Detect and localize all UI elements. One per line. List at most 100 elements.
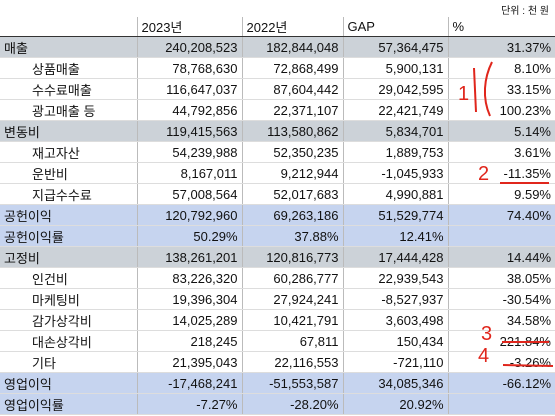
value-cell: 20.92%	[342, 393, 448, 415]
table-row: 변동비 119,415,563 113,580,862 5,834,701 5.14%	[0, 120, 555, 142]
value-cell: -11.35%	[447, 162, 555, 184]
table-row: 광고매출 등 44,792,856 22,371,107 22,421,749 100.…	[0, 99, 555, 121]
header-cell: %	[447, 17, 555, 37]
value-cell: 3,603,498	[342, 309, 448, 331]
table-row: 인건비 83,226,320 60,286,777 22,939,543 38.05%	[0, 267, 555, 289]
empty-cell	[447, 225, 555, 247]
table-row: 대손상각비 218,245 67,811 150,434 221.84%	[0, 330, 555, 352]
row-label: 변동비	[0, 120, 137, 142]
value-cell: 52,350,235	[241, 141, 343, 163]
value-cell: 182,844,048	[241, 36, 343, 58]
value-cell: -17,468,241	[136, 372, 242, 394]
table-row: 공헌이익률 50.29% 37.88% 12.41%	[0, 225, 555, 247]
value-cell: 38.05%	[447, 267, 555, 289]
pl-table: 2023년 2022년 GAP% 매출 240,208,523 182,844,048 5…	[0, 17, 555, 415]
value-cell: 14,025,289	[136, 309, 242, 331]
value-cell: -51,553,587	[241, 372, 343, 394]
value-cell: 12.41%	[342, 225, 448, 247]
value-cell: 72,868,499	[241, 57, 343, 79]
row-label: 매출	[0, 36, 137, 58]
value-cell: 10,421,791	[241, 309, 343, 331]
row-label: 광고매출 등	[0, 99, 137, 121]
table-row: 수수료매출 116,647,037 87,604,442 29,042,595 33.1…	[0, 78, 555, 100]
value-cell: -28.20%	[241, 393, 343, 415]
value-cell: 69,263,186	[241, 204, 343, 226]
unit-label: 단위 : 천 원	[501, 6, 549, 17]
value-cell: 52,017,683	[241, 183, 343, 205]
table-row: 기타 21,395,043 22,116,553 -721,110 -3.26%	[0, 351, 555, 373]
value-cell: 57,364,475	[342, 36, 448, 58]
value-cell: 100.23%	[447, 99, 555, 121]
value-cell: 4,990,881	[342, 183, 448, 205]
value-cell: 19,396,304	[136, 288, 242, 310]
value-cell: -8,527,937	[342, 288, 448, 310]
value-cell: 44,792,856	[136, 99, 242, 121]
header-cell	[0, 17, 137, 37]
value-cell: 83,226,320	[136, 267, 242, 289]
value-cell: 34,085,346	[342, 372, 448, 394]
value-cell: -3.26%	[447, 351, 555, 373]
header-cell: 2023년	[136, 17, 242, 37]
value-cell: 34.58%	[447, 309, 555, 331]
table-row: 고정비 138,261,201 120,816,773 17,444,428 14.44…	[0, 246, 555, 268]
empty-cell	[447, 393, 555, 415]
value-cell: 9.59%	[447, 183, 555, 205]
value-cell: 31.37%	[447, 36, 555, 58]
row-label: 지급수수료	[0, 183, 137, 205]
value-cell: 120,792,960	[136, 204, 242, 226]
value-cell: 50.29%	[136, 225, 242, 247]
value-cell: -721,110	[342, 351, 448, 373]
row-label: 감가상각비	[0, 309, 137, 331]
value-cell: 218,245	[136, 330, 242, 352]
table-row: 매출 240,208,523 182,844,048 57,364,475 31.37%	[0, 36, 555, 58]
value-cell: 5,900,131	[342, 57, 448, 79]
value-cell: 87,604,442	[241, 78, 343, 100]
row-label: 인건비	[0, 267, 137, 289]
value-cell: 78,768,630	[136, 57, 242, 79]
value-cell: -30.54%	[447, 288, 555, 310]
table-row: 감가상각비 14,025,289 10,421,791 3,603,498 34.58%	[0, 309, 555, 331]
row-label: 수수료매출	[0, 78, 137, 100]
row-label: 영업이익	[0, 372, 137, 394]
row-label: 기타	[0, 351, 137, 373]
value-cell: -7.27%	[136, 393, 242, 415]
header-cell: GAP	[342, 17, 448, 37]
value-cell: 21,395,043	[136, 351, 242, 373]
value-cell: 22,421,749	[342, 99, 448, 121]
value-cell: 119,415,563	[136, 120, 242, 142]
value-cell: 113,580,862	[241, 120, 343, 142]
value-cell: 1,889,753	[342, 141, 448, 163]
header-cell: 2022년	[241, 17, 343, 37]
row-label: 마케팅비	[0, 288, 137, 310]
value-cell: 120,816,773	[241, 246, 343, 268]
value-cell: 33.15%	[447, 78, 555, 100]
row-label: 영업이익률	[0, 393, 137, 415]
row-label: 운반비	[0, 162, 137, 184]
table-row: 마케팅비 19,396,304 27,924,241 -8,527,937 -30.54…	[0, 288, 555, 310]
value-cell: 22,116,553	[241, 351, 343, 373]
table-row: 상품매출 78,768,630 72,868,499 5,900,131 8.10%	[0, 57, 555, 79]
value-cell: 221.84%	[447, 330, 555, 352]
table-row: 지급수수료 57,008,564 52,017,683 4,990,881 9.59%	[0, 183, 555, 205]
value-cell: 14.44%	[447, 246, 555, 268]
value-cell: 5,834,701	[342, 120, 448, 142]
row-label: 재고자산	[0, 141, 137, 163]
value-cell: 150,434	[342, 330, 448, 352]
value-cell: 67,811	[241, 330, 343, 352]
value-cell: 5.14%	[447, 120, 555, 142]
value-cell: 29,042,595	[342, 78, 448, 100]
value-cell: 37.88%	[241, 225, 343, 247]
value-cell: 138,261,201	[136, 246, 242, 268]
value-cell: 22,939,543	[342, 267, 448, 289]
value-cell: -66.12%	[447, 372, 555, 394]
value-cell: 240,208,523	[136, 36, 242, 58]
table-row: 영업이익률 -7.27% -28.20% 20.92%	[0, 393, 555, 415]
value-cell: 60,286,777	[241, 267, 343, 289]
value-cell: 51,529,774	[342, 204, 448, 226]
value-cell: -1,045,933	[342, 162, 448, 184]
value-cell: 22,371,107	[241, 99, 343, 121]
row-label: 공헌이익률	[0, 225, 137, 247]
row-label: 고정비	[0, 246, 137, 268]
value-cell: 8.10%	[447, 57, 555, 79]
